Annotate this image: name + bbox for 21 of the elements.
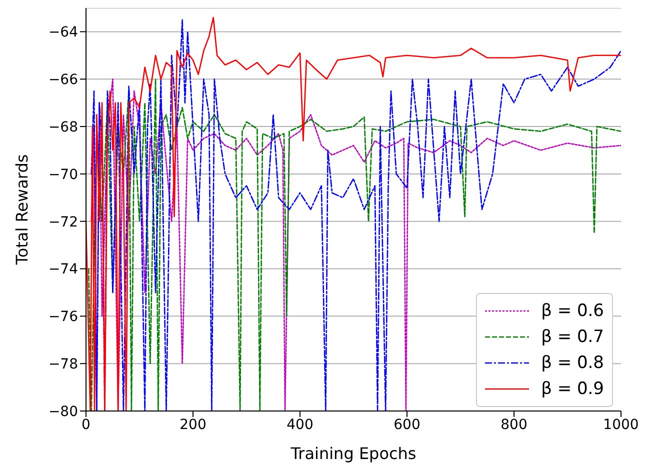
y-tick-label: −80 [48, 404, 78, 420]
x-axis-title: Training Epochs [290, 444, 416, 463]
x-tick-label: 800 [500, 416, 528, 433]
x-tick-label: 600 [394, 416, 420, 433]
legend-label: β = 0.6 [541, 301, 604, 321]
x-tick-label: 400 [286, 416, 314, 433]
y-tick-label: −72 [48, 214, 78, 230]
y-tick-label: −68 [48, 120, 78, 136]
legend-label: β = 0.9 [541, 379, 604, 399]
y-tick-label: −74 [48, 262, 78, 278]
y-tick-label: −78 [48, 356, 78, 373]
x-tick-label: 200 [180, 416, 206, 433]
y-axis-title: Total Rewards [12, 154, 32, 266]
legend-label: β = 0.8 [541, 353, 604, 373]
x-tick-label: 1000 [603, 416, 639, 433]
y-tick-label: −64 [48, 24, 78, 41]
x-tick-label: 0 [82, 416, 90, 433]
y-tick-label: −76 [48, 309, 78, 326]
y-tick-label: −66 [48, 72, 78, 88]
legend-label: β = 0.7 [541, 327, 604, 347]
y-tick-label: −70 [48, 166, 78, 183]
